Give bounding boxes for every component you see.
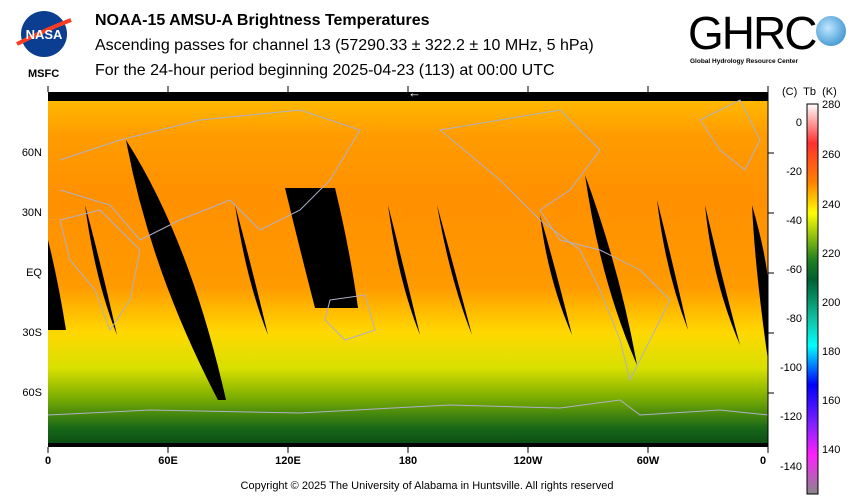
ghrc-logo: GHRC Global Hydrology Resource Center (688, 8, 848, 74)
colorbar-k-label: 260 (822, 149, 841, 161)
chart-subtitle: Ascending passes for channel 13 (57290.3… (95, 37, 594, 54)
copyright-footer: Copyright © 2025 The University of Alaba… (240, 480, 614, 492)
ghrc-full-name: Global Hydrology Resource Center (690, 58, 798, 65)
lat-label: 30N (21, 207, 42, 219)
colorbar-c-label: -20 (786, 166, 802, 178)
colorbar-header: (C) Tb (K) (782, 86, 837, 98)
lon-label: 180 (398, 455, 418, 467)
msfc-label: MSFC (28, 68, 60, 80)
lon-label: 0 (759, 455, 767, 467)
colorbar-c-label: -140 (779, 461, 802, 473)
ghrc-logo-text: GHRC (688, 7, 817, 59)
colorbar-k-label: 220 (822, 248, 841, 260)
colorbar-c-label: -100 (779, 362, 802, 374)
top-nodata-band (48, 92, 768, 101)
direction-arrow: ← (408, 85, 421, 100)
lat-label: 30S (22, 327, 42, 339)
lon-label: 120E (275, 455, 301, 467)
colorbar-k-label: 280 (822, 99, 841, 111)
lat-label: 60S (22, 387, 42, 399)
chart-title: NOAA-15 AMSU-A Brightness Temperatures (95, 12, 430, 29)
colorbar-c-label: 0 (795, 117, 802, 129)
colorbar (806, 103, 819, 495)
period-text: For the 24-hour period beginning 2025-04… (95, 62, 555, 79)
colorbar-k-label: 240 (822, 199, 841, 211)
nasa-logo: NASA (15, 10, 73, 58)
colorbar-c-label: -80 (786, 313, 802, 325)
colorbar-k-label: 160 (822, 395, 841, 407)
colorbar-c-label: -60 (786, 264, 802, 276)
bottom-nodata-band (48, 443, 768, 447)
lon-label: 0 (44, 455, 52, 467)
data-gaps (48, 140, 768, 400)
colorbar-c-label: -40 (786, 215, 802, 227)
colorbar-k-label: 180 (822, 346, 841, 358)
coastlines (47, 99, 769, 416)
colorbar-k-label: 200 (822, 297, 841, 309)
lon-label: 120W (513, 455, 543, 467)
colorbar-k-label: 140 (822, 444, 841, 456)
map-frame-ticks (47, 86, 774, 453)
lat-label: EQ (26, 267, 42, 279)
lat-label: 60N (21, 147, 42, 159)
colorbar-c-label: -120 (779, 411, 802, 423)
svg-text:NASA: NASA (26, 27, 63, 42)
lon-label: 60W (636, 455, 660, 467)
lon-label: 60E (158, 455, 178, 467)
